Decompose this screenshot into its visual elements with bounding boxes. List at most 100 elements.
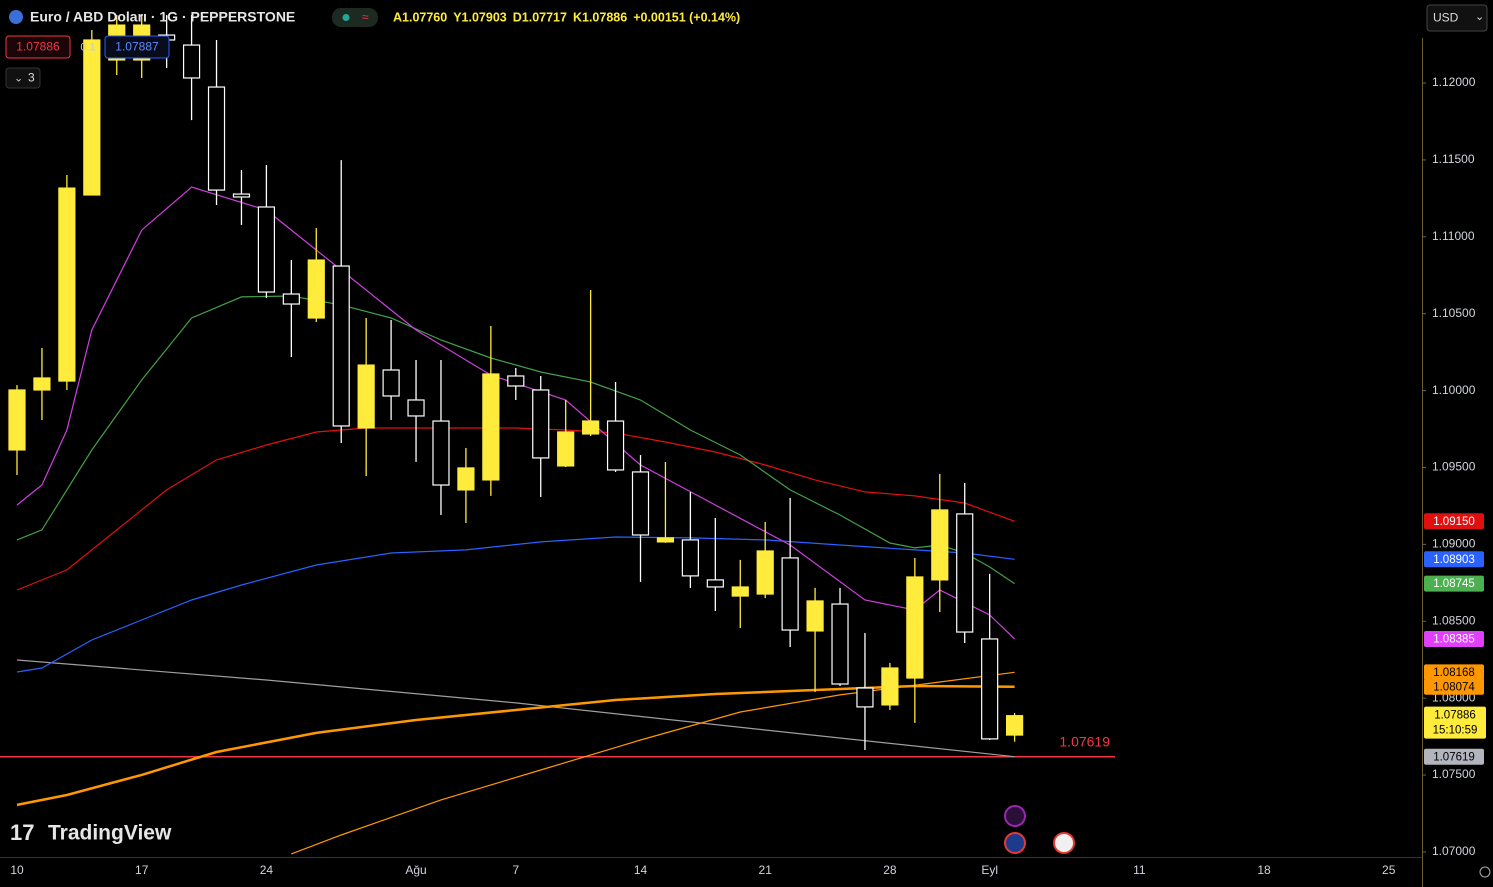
candle-body bbox=[906, 576, 924, 679]
y-tick-label: 1.09500 bbox=[1432, 460, 1476, 474]
candle-body bbox=[532, 389, 550, 459]
candle-body bbox=[457, 467, 475, 491]
symbol-icon bbox=[9, 10, 23, 24]
price-badge bbox=[1424, 630, 1484, 647]
candle-body bbox=[831, 603, 849, 685]
candle-body bbox=[182, 44, 201, 79]
y-tick-label: 1.10000 bbox=[1432, 383, 1476, 397]
y-tick-label: 1.11000 bbox=[1432, 229, 1475, 243]
price-badge bbox=[1424, 678, 1484, 695]
candle-body bbox=[706, 579, 724, 588]
y-tick-label: 1.08500 bbox=[1432, 613, 1476, 627]
indicator-toggle[interactable] bbox=[5, 67, 41, 89]
candle-body bbox=[931, 509, 949, 581]
current-price-label: 1.07886 bbox=[1434, 710, 1476, 722]
price-badge bbox=[1424, 513, 1484, 530]
price-badge-label: 1.09150 bbox=[1433, 516, 1475, 528]
y-tick-label: 1.11500 bbox=[1432, 152, 1475, 166]
spread: 0.1 bbox=[80, 41, 95, 53]
ohlc-value: Y1.07903 bbox=[453, 10, 507, 24]
candle-body bbox=[257, 206, 275, 293]
candle-body bbox=[631, 471, 650, 536]
x-tick-label: 18 bbox=[1257, 863, 1271, 877]
price-badge bbox=[1424, 664, 1484, 681]
candle-body bbox=[83, 39, 101, 196]
x-tick-label: 14 bbox=[634, 863, 648, 877]
y-tick-label: 1.09000 bbox=[1432, 537, 1476, 551]
candle-body bbox=[482, 373, 500, 481]
x-tick-label: 24 bbox=[260, 863, 274, 877]
candle-body bbox=[981, 638, 999, 740]
status-icon: ≈ bbox=[362, 10, 369, 24]
candle-body bbox=[357, 364, 375, 429]
candle-body bbox=[207, 86, 226, 191]
candle-body bbox=[656, 537, 675, 543]
ohlc-values: A1.07760 Y1.07903 D1.07717 K1.07886 +0.00151… bbox=[393, 10, 740, 24]
chevron: ⌄ bbox=[14, 72, 23, 84]
status-pill[interactable] bbox=[332, 8, 378, 27]
status-dot bbox=[342, 14, 350, 21]
buy-button[interactable] bbox=[104, 35, 170, 59]
x-tick-label: 28 bbox=[883, 863, 897, 877]
candle-body bbox=[332, 265, 350, 427]
candle-body bbox=[557, 431, 575, 467]
countdown: 15:10:59 bbox=[1433, 725, 1478, 737]
candle-body bbox=[681, 539, 699, 577]
ohlc-value: D1.07717 bbox=[513, 10, 567, 24]
candle-body bbox=[956, 513, 974, 633]
x-tick-label: 10 bbox=[10, 863, 24, 877]
us-event-icon[interactable] bbox=[1053, 832, 1075, 854]
ma-line bbox=[16, 684, 1015, 807]
price-badge-label: 1.08385 bbox=[1433, 633, 1475, 645]
ohlc-value: A1.07760 bbox=[393, 10, 447, 24]
price-line-label: 1.07619 bbox=[1059, 733, 1110, 749]
candle-body bbox=[731, 586, 749, 597]
x-tick-label: Eyl bbox=[981, 863, 998, 877]
price-badge-label: 1.08074 bbox=[1433, 681, 1475, 693]
plot-area: 1.07619 bbox=[0, 15, 1115, 855]
ma-line bbox=[16, 427, 1015, 591]
candle-body bbox=[282, 293, 300, 305]
price-badge-label: 1.07619 bbox=[1433, 751, 1475, 763]
ohlc-value: +0.00151 (+0.14%) bbox=[633, 10, 740, 24]
y-tick-label: 1.07000 bbox=[1432, 844, 1476, 858]
candle-body bbox=[806, 600, 824, 632]
candle-body bbox=[33, 377, 51, 391]
candle-body bbox=[881, 667, 899, 706]
candle-body bbox=[856, 687, 874, 708]
chevron: ⌄ bbox=[1475, 11, 1484, 23]
candle-body bbox=[582, 420, 600, 435]
symbol-title: Euro / ABD Doları · 1G · PEPPERSTONE bbox=[30, 9, 295, 25]
price-badge bbox=[1424, 748, 1484, 765]
x-tick-label: 11 bbox=[1133, 863, 1146, 877]
currency: USD bbox=[1433, 11, 1459, 25]
y-tick-label: 1.07500 bbox=[1432, 767, 1476, 781]
candle-body bbox=[507, 375, 525, 387]
price-badge bbox=[1424, 551, 1484, 568]
price-badge-label: 1.08903 bbox=[1433, 554, 1475, 566]
eu-event-icon[interactable] bbox=[1004, 832, 1026, 854]
ma-line bbox=[16, 536, 1015, 673]
candle-body bbox=[232, 193, 251, 198]
price-badge bbox=[1424, 575, 1484, 592]
sell-button[interactable] bbox=[5, 35, 71, 59]
x-tick-label: 25 bbox=[1382, 863, 1396, 877]
ohlc-value: K1.07886 bbox=[573, 10, 627, 24]
candle-body bbox=[407, 399, 425, 417]
ma-line bbox=[16, 295, 1015, 585]
candle-body bbox=[58, 187, 76, 382]
ma-line bbox=[16, 659, 1015, 758]
event-icon[interactable] bbox=[1004, 805, 1026, 827]
current-price-badge bbox=[1424, 706, 1486, 739]
x-tick-label: Ağu bbox=[405, 863, 426, 877]
y-tick-label: 1.12000 bbox=[1432, 75, 1476, 89]
candle-body bbox=[756, 550, 774, 595]
settings-icon[interactable] bbox=[1479, 866, 1491, 878]
candle-body bbox=[781, 557, 799, 631]
x-tick-label: 21 bbox=[759, 863, 773, 877]
price-badge-label: 1.08168 bbox=[1433, 667, 1475, 679]
currency-select[interactable] bbox=[1426, 4, 1488, 32]
price-badge-label: 1.08745 bbox=[1433, 578, 1475, 590]
